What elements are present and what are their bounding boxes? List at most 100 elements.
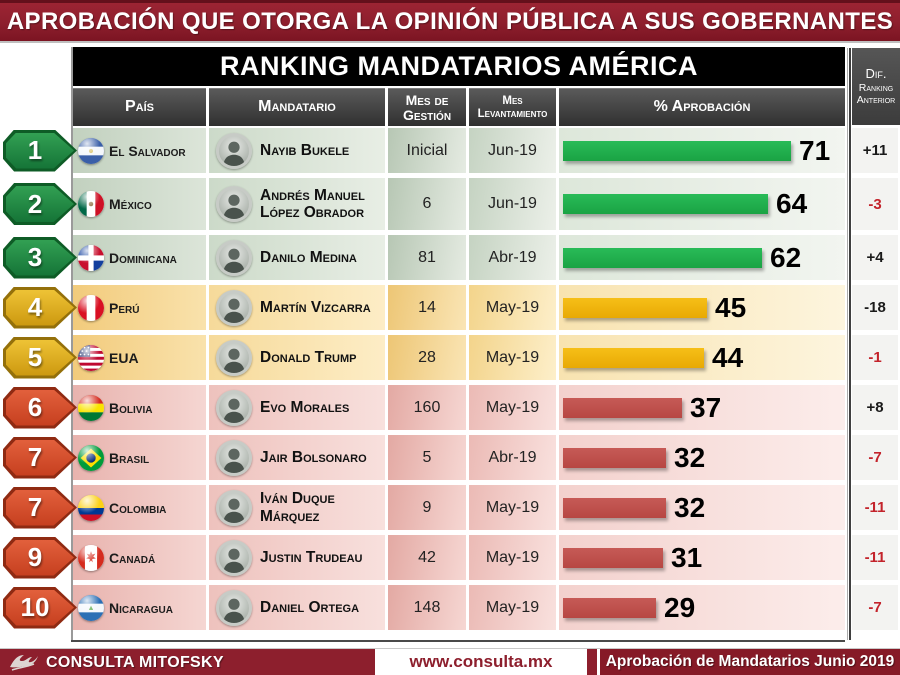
footer-brand: CONSULTA MITOFSKY bbox=[46, 653, 224, 671]
dif-header-line3: Anterior bbox=[856, 94, 896, 107]
cell-mes-levantamiento: May-19 bbox=[469, 485, 556, 530]
rank-number: 2 bbox=[27, 188, 43, 219]
column-header-pais: País bbox=[73, 88, 206, 126]
dif-value: -3 bbox=[868, 195, 882, 213]
cell-pais: Colombia bbox=[73, 485, 206, 530]
dif-header-line2: Ranking bbox=[858, 81, 894, 94]
approval-bar bbox=[563, 497, 666, 518]
cell-dif-ranking: -3 bbox=[852, 178, 898, 230]
cell-mandatario: Andrés Manuel López Obrador bbox=[209, 178, 385, 230]
cell-dif-ranking: -11 bbox=[852, 485, 898, 530]
cell-pais: El Salvador bbox=[73, 128, 206, 173]
rank-badge-face: 3 bbox=[6, 239, 74, 276]
cell-mes-gestion: 5 bbox=[388, 435, 466, 480]
rank-number: 5 bbox=[27, 342, 43, 372]
mes-levantamiento-value: May-19 bbox=[485, 298, 540, 316]
leader-portrait bbox=[216, 489, 252, 526]
mes-gestion-value: 5 bbox=[422, 448, 432, 466]
rank-badge-face: 2 bbox=[6, 186, 74, 222]
rank-badge: 4 bbox=[3, 286, 77, 329]
cell-aprobacion: 32 bbox=[559, 485, 845, 530]
flag-el-salvador-icon bbox=[78, 137, 104, 164]
cell-aprobacion: 71 bbox=[559, 128, 845, 173]
cell-mes-gestion: 28 bbox=[388, 335, 466, 380]
cell-pais: EUA bbox=[73, 335, 206, 380]
country-name: Dominicana bbox=[109, 249, 177, 266]
country-name: Canadá bbox=[109, 549, 156, 566]
leader-portrait bbox=[216, 439, 252, 476]
cell-mes-gestion: 148 bbox=[388, 585, 466, 630]
country-name: México bbox=[109, 196, 152, 212]
table-row: 1 El Salvador Nayib Bukele Inicial Jun-19 71 +… bbox=[0, 128, 900, 173]
rank-badge: 2 bbox=[3, 183, 77, 225]
table-row: 7 Brasil Jair Bolsonaro 5 Abr-19 32 -7 bbox=[0, 435, 900, 480]
mes-gestion-value: 6 bbox=[422, 195, 432, 212]
mes-levantamiento-value: May-19 bbox=[485, 348, 540, 366]
leader-name: Nayib Bukele bbox=[260, 141, 350, 159]
rank-number: 1 bbox=[27, 135, 43, 165]
mes-levantamiento-value: Abr-19 bbox=[488, 248, 537, 266]
leader-name: Danilo Medina bbox=[260, 248, 357, 266]
leader-name: Iván Duque Márquez bbox=[260, 490, 335, 525]
rank-badge-face: 5 bbox=[6, 339, 74, 376]
table-row: 10 Nicaragua Daniel Ortega 148 May-19 29 -7 bbox=[0, 585, 900, 630]
cell-aprobacion: 62 bbox=[559, 235, 845, 280]
dif-value: -7 bbox=[868, 599, 882, 616]
cell-mes-levantamiento: May-19 bbox=[469, 285, 556, 330]
mes-gestion-value: 42 bbox=[418, 548, 436, 566]
dif-value: -18 bbox=[864, 299, 886, 316]
dif-value: -11 bbox=[864, 549, 886, 566]
mes-levantamiento-value: May-19 bbox=[485, 398, 540, 416]
cell-dif-ranking: -7 bbox=[852, 435, 898, 480]
leader-name: Martín Vizcarra bbox=[260, 298, 371, 316]
table-title: RANKING MANDATARIOS AMÉRICA bbox=[220, 51, 698, 81]
country-name: Nicaragua bbox=[109, 599, 173, 616]
rank-badge-face: 7 bbox=[6, 439, 74, 476]
footer-url[interactable]: www.consulta.mx bbox=[375, 649, 587, 675]
cell-dif-ranking: +4 bbox=[852, 235, 898, 280]
rank-badge: 1 bbox=[3, 129, 77, 172]
ranking-rows: 1 El Salvador Nayib Bukele Inicial Jun-19 71 +… bbox=[0, 128, 900, 630]
rank-badge: 6 bbox=[3, 386, 77, 429]
cell-mes-levantamiento: Jun-19 bbox=[469, 128, 556, 173]
column-header-mandatario: Mandatario bbox=[209, 88, 385, 126]
cell-mes-levantamiento: May-19 bbox=[469, 535, 556, 580]
approval-bar bbox=[563, 397, 682, 418]
table-row: 2 México Andrés Manuel López Obrador 6 Jun-1… bbox=[0, 178, 900, 230]
flag-nicaragua-icon bbox=[78, 594, 104, 621]
mes-gestion-value: 148 bbox=[413, 598, 441, 616]
cell-mandatario: Iván Duque Márquez bbox=[209, 485, 385, 530]
cell-aprobacion: 37 bbox=[559, 385, 845, 430]
approval-value: 31 bbox=[671, 541, 703, 573]
cell-mes-gestion: Inicial bbox=[388, 128, 466, 173]
rank-number: 6 bbox=[27, 392, 43, 422]
mes-levantamiento-value: May-19 bbox=[485, 498, 540, 516]
cell-mes-levantamiento: Jun-19 bbox=[469, 178, 556, 230]
table-title-bar: RANKING MANDATARIOS AMÉRICA bbox=[73, 47, 845, 86]
approval-bar bbox=[563, 247, 762, 268]
leader-portrait bbox=[216, 186, 252, 222]
rank-badge: 3 bbox=[3, 236, 77, 279]
approval-value: 71 bbox=[799, 134, 831, 166]
table-row: 7 Colombia Iván Duque Márquez 9 May-19 32 -11 bbox=[0, 485, 900, 530]
country-name: El Salvador bbox=[109, 142, 186, 159]
rank-number: 10 bbox=[20, 592, 50, 622]
cell-pais: México bbox=[73, 178, 206, 230]
mes-gestion-value: 160 bbox=[413, 398, 441, 416]
table-row: 6 Bolivia Evo Morales 160 May-19 37 +8 bbox=[0, 385, 900, 430]
approval-value: 32 bbox=[674, 441, 706, 473]
dif-column-border-light bbox=[847, 48, 848, 640]
cell-dif-ranking: +8 bbox=[852, 385, 898, 430]
approval-bar bbox=[563, 597, 656, 618]
mes-gestion-value: 81 bbox=[418, 248, 436, 266]
rank-number: 4 bbox=[27, 292, 43, 322]
country-name: EUA bbox=[109, 349, 139, 366]
mes-gestion-value: 14 bbox=[418, 298, 436, 316]
cell-mandatario: Martín Vizcarra bbox=[209, 285, 385, 330]
main-title: APROBACIÓN QUE OTORGA LA OPINIÓN PÚBLICA… bbox=[6, 8, 894, 35]
leader-name: Justin Trudeau bbox=[260, 548, 363, 566]
approval-value: 64 bbox=[776, 188, 808, 219]
cell-mandatario: Justin Trudeau bbox=[209, 535, 385, 580]
mes-levantamiento-value: Abr-19 bbox=[488, 448, 537, 466]
